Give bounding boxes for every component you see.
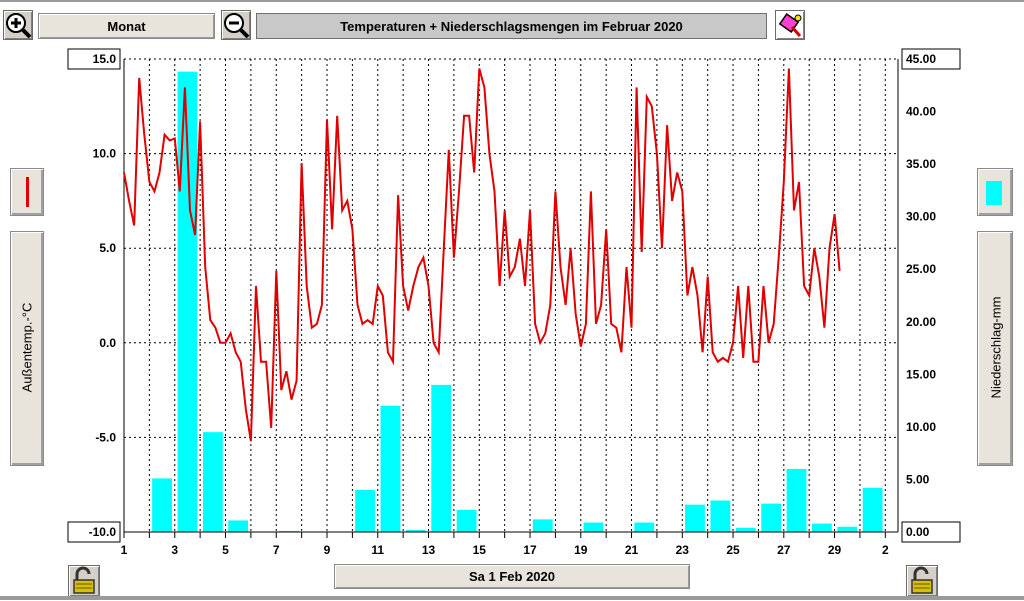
left-tick-label: 15.0 <box>93 52 117 66</box>
paint-icon <box>778 13 802 37</box>
precipitation-bar <box>710 500 731 532</box>
right-tick-label: 25.00 <box>906 262 936 276</box>
x-tick-label: 29 <box>828 543 842 557</box>
right-tick-labels: 0.00 5.00 10.00 15.00 20.00 25.00 30.00 35.00 40… <box>901 48 961 543</box>
precipitation-bar <box>786 468 807 532</box>
x-tick-label: 9 <box>324 543 331 557</box>
precipitation-bar <box>355 489 375 532</box>
chart-title-text: Temperaturen + Niederschlagsmengen im Fe… <box>340 18 683 34</box>
x-tick-labels: 1 3 5 7 9 11 13 15 17 19 21 23 25 27 29 2 <box>121 543 889 557</box>
right-tick-label: 40.00 <box>906 105 936 119</box>
x-tick-label: 5 <box>222 543 229 557</box>
precipitation-bar <box>532 519 553 532</box>
right-tick-box <box>901 48 961 70</box>
padlock-open-icon <box>73 566 95 594</box>
precipitation-bar <box>279 530 299 532</box>
right-tick-label: 15.00 <box>906 367 936 381</box>
temperature-series-toggle[interactable] <box>10 168 44 216</box>
left-tick-label: -5.0 <box>95 430 116 444</box>
x-tick-label: 3 <box>171 543 178 557</box>
grid-lines <box>123 58 898 533</box>
precipitation-bar <box>583 522 604 532</box>
magnifier-minus-icon <box>224 13 250 39</box>
precipitation-bar <box>837 526 858 532</box>
left-tick-label: 5.0 <box>99 241 116 255</box>
left-axis-panel: Außentemp.-°C <box>10 231 44 466</box>
period-button[interactable]: Monat <box>38 13 215 39</box>
right-tick-label: 45.00 <box>906 52 936 66</box>
right-tick-label: 10.00 <box>906 420 936 434</box>
magnifier-plus-icon <box>6 13 32 39</box>
x-tick-label: 15 <box>473 543 487 557</box>
precipitation-bar <box>761 503 782 532</box>
x-tick-label: 19 <box>574 543 588 557</box>
cyan-bar-swatch <box>986 181 1002 205</box>
left-tick-box <box>67 521 121 543</box>
settings-button[interactable] <box>775 10 805 40</box>
right-tick-label: 30.00 <box>906 210 936 224</box>
right-tick-box <box>901 521 961 543</box>
temperature-line <box>123 68 841 442</box>
precipitation-bar <box>685 504 705 532</box>
x-tick-label: 11 <box>371 543 384 557</box>
date-label: Sa 1 Feb 2020 <box>469 569 555 584</box>
right-tick-label: 5.00 <box>906 472 930 486</box>
precipitation-bar <box>405 529 426 532</box>
top-border <box>0 0 1024 2</box>
right-tick-label: 0.00 <box>906 525 930 539</box>
precipitation-bar <box>735 527 756 532</box>
chart-title: Temperaturen + Niederschlagsmengen im Fe… <box>256 13 767 39</box>
precipitation-bar <box>228 520 249 532</box>
padlock-open-icon <box>911 566 933 594</box>
zoom-in-button[interactable] <box>3 10 33 40</box>
precipitation-bar <box>862 487 883 532</box>
precipitation-bar <box>177 71 198 532</box>
plot-frame <box>123 59 899 538</box>
red-line-swatch <box>26 177 29 207</box>
precipitation-bars <box>152 71 883 532</box>
precipitation-bar <box>456 509 477 532</box>
left-tick-box <box>67 48 121 70</box>
right-axis-panel: Niederschlag-mm <box>977 231 1013 466</box>
x-tick-label: 2 <box>882 543 889 557</box>
right-lock-button[interactable] <box>906 565 938 597</box>
x-tick-label: 13 <box>422 543 436 557</box>
right-tick-label: 20.00 <box>906 315 936 329</box>
precipitation-bar <box>152 478 172 532</box>
right-tick-label: 35.00 <box>906 157 936 171</box>
precipitation-bar <box>634 522 655 532</box>
x-tick-label: 1 <box>121 543 128 557</box>
precipitation-bar <box>202 432 223 532</box>
left-lock-button[interactable] <box>68 565 100 597</box>
x-tick-label: 23 <box>676 543 690 557</box>
left-tick-label: -10.0 <box>89 525 117 539</box>
x-tick-label: 21 <box>625 543 639 557</box>
precipitation-bar <box>380 405 401 532</box>
left-tick-labels: -10.0 -5.0 0.0 5.0 10.0 15.0 <box>67 48 121 543</box>
left-tick-label: 10.0 <box>93 147 117 161</box>
bottom-border <box>0 596 1024 600</box>
x-tick-label: 17 <box>523 543 537 557</box>
temperature-series-line <box>123 68 841 442</box>
period-label: Monat <box>107 18 146 34</box>
x-tick-label: 7 <box>273 543 280 557</box>
x-tick-label: 25 <box>726 543 740 557</box>
date-button[interactable]: Sa 1 Feb 2020 <box>334 564 690 589</box>
zoom-out-button[interactable] <box>221 10 251 40</box>
precipitation-bar <box>811 523 832 532</box>
left-tick-label: 0.0 <box>99 336 116 350</box>
precipitation-series-toggle[interactable] <box>977 168 1013 216</box>
x-tick-label: 27 <box>777 543 791 557</box>
precipitation-bar <box>431 384 452 532</box>
